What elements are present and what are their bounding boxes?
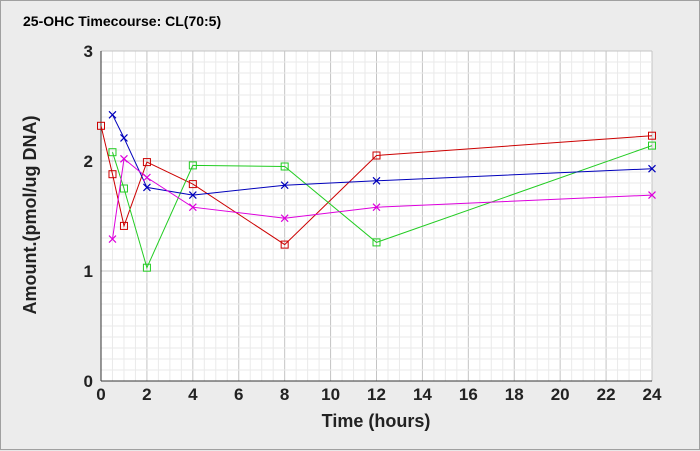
data-point xyxy=(280,214,289,223)
y-tick-label: 3 xyxy=(84,42,93,61)
series-layer xyxy=(97,110,656,272)
y-axis-label: Amount.(pmol/ug DNA) xyxy=(20,116,40,315)
data-point xyxy=(108,170,117,179)
data-point xyxy=(108,110,117,119)
x-tick-label: 0 xyxy=(96,385,105,404)
x-tick-label: 4 xyxy=(188,385,198,404)
data-point xyxy=(188,180,197,189)
data-point xyxy=(97,121,105,130)
data-point xyxy=(108,235,117,244)
y-tick-label: 2 xyxy=(84,152,93,171)
series-4 xyxy=(108,154,656,244)
data-point xyxy=(108,148,117,157)
data-point xyxy=(119,221,128,230)
x-tick-label: 24 xyxy=(643,385,662,404)
data-point xyxy=(188,161,197,170)
data-point xyxy=(142,263,151,272)
y-tick-label: 0 xyxy=(84,372,93,391)
x-tick-label: 20 xyxy=(551,385,570,404)
data-point xyxy=(372,151,381,160)
x-tick-label: 16 xyxy=(459,385,478,404)
data-point xyxy=(372,203,381,212)
data-point xyxy=(648,164,656,173)
data-point xyxy=(119,184,128,193)
data-point xyxy=(142,158,151,167)
data-point xyxy=(120,133,128,142)
x-tick-label: 18 xyxy=(505,385,524,404)
data-point xyxy=(120,154,128,163)
x-tick-label: 14 xyxy=(413,385,432,404)
data-point xyxy=(648,141,656,150)
data-point xyxy=(188,191,197,200)
series-2 xyxy=(108,141,656,272)
series-line xyxy=(100,125,653,246)
data-point xyxy=(188,203,197,212)
data-point xyxy=(280,240,289,249)
data-point xyxy=(142,173,151,182)
grid xyxy=(100,50,653,382)
series-1 xyxy=(97,121,656,249)
data-point xyxy=(372,176,381,185)
x-tick-label: 2 xyxy=(142,385,151,404)
axes xyxy=(100,51,652,382)
series-3 xyxy=(108,110,656,200)
x-tick-label: 6 xyxy=(234,385,243,404)
data-point xyxy=(372,238,381,247)
x-tick-label: 12 xyxy=(367,385,386,404)
data-point xyxy=(142,183,151,192)
x-tick-label: 22 xyxy=(597,385,616,404)
series-line xyxy=(112,145,653,270)
x-tick-label: 8 xyxy=(280,385,289,404)
x-tick-label: 10 xyxy=(321,385,340,404)
chart-title: 25-OHC Timecourse: CL(70:5) xyxy=(23,13,221,29)
y-tick-label: 1 xyxy=(84,262,93,281)
data-point xyxy=(648,191,656,200)
data-point xyxy=(280,181,289,190)
data-point xyxy=(280,162,289,171)
x-axis-label: Time (hours) xyxy=(322,411,431,431)
data-point xyxy=(648,131,656,140)
